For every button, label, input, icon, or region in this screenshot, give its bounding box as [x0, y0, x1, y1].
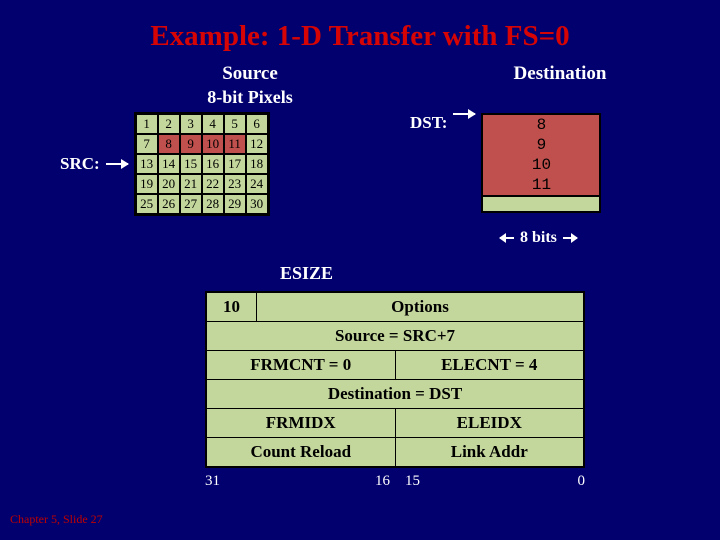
destination-footer-strip: [481, 197, 601, 213]
src-label: SRC:: [60, 154, 100, 174]
register-cell: ELEIDX: [396, 409, 584, 437]
grid-cell: 27: [180, 194, 202, 214]
grid-cell: 22: [202, 174, 224, 194]
source-panel: Source 8-bit Pixels SRC: 123456789101112…: [60, 63, 380, 216]
grid-cell: 29: [224, 194, 246, 214]
grid-cell: 14: [158, 154, 180, 174]
grid-cell: 16: [202, 154, 224, 174]
bits-width-text: 8 bits: [520, 229, 557, 247]
source-subheading: 8-bit Pixels: [120, 87, 380, 108]
source-grid: 1234567891011121314151617181920212223242…: [134, 112, 270, 216]
register-table: 10OptionsSource = SRC+7FRMCNT = 0ELECNT …: [205, 291, 585, 468]
register-cell: Destination = DST: [207, 380, 583, 408]
grid-cell: 6: [246, 114, 268, 134]
register-cell: FRMIDX: [207, 409, 396, 437]
grid-cell: 1: [136, 114, 158, 134]
dst-label: DST:: [410, 113, 447, 133]
page-title: Example: 1-D Transfer with FS=0: [0, 0, 720, 53]
dst-cell: 10: [483, 155, 599, 175]
grid-cell: 11: [224, 134, 246, 154]
register-cell: Options: [257, 293, 583, 321]
register-cell: ELECNT = 4: [396, 351, 584, 379]
slide-footer: Chapter 5, Slide 27: [10, 512, 103, 527]
register-cell: FRMCNT = 0: [207, 351, 396, 379]
bits-width-label: 8 bits: [500, 229, 577, 247]
destination-panel: Destination DST: 891011: [410, 63, 690, 213]
grid-cell: 18: [246, 154, 268, 174]
grid-cell: 25: [136, 194, 158, 214]
grid-cell: 12: [246, 134, 268, 154]
register-cell: Source = SRC+7: [207, 322, 583, 350]
grid-cell: 26: [158, 194, 180, 214]
grid-cell: 9: [180, 134, 202, 154]
grid-cell: 21: [180, 174, 202, 194]
grid-cell: 8: [158, 134, 180, 154]
grid-cell: 28: [202, 194, 224, 214]
dst-cell: 8: [483, 115, 599, 135]
grid-cell: 19: [136, 174, 158, 194]
grid-cell: 24: [246, 174, 268, 194]
grid-cell: 30: [246, 194, 268, 214]
grid-cell: 20: [158, 174, 180, 194]
source-heading: Source: [120, 63, 380, 85]
grid-cell: 3: [180, 114, 202, 134]
esize-label: ESIZE: [280, 263, 333, 284]
grid-cell: 2: [158, 114, 180, 134]
register-cell: 10: [207, 293, 257, 321]
grid-cell: 5: [224, 114, 246, 134]
grid-cell: 10: [202, 134, 224, 154]
register-cell: Count Reload: [207, 438, 396, 466]
dst-cell: 9: [483, 135, 599, 155]
grid-cell: 13: [136, 154, 158, 174]
grid-cell: 7: [136, 134, 158, 154]
dst-cell: 11: [483, 175, 599, 195]
destination-heading: Destination: [450, 63, 670, 85]
destination-column: 891011: [481, 113, 601, 213]
grid-cell: 15: [180, 154, 202, 174]
grid-cell: 23: [224, 174, 246, 194]
bitnum: 15: [405, 473, 420, 490]
bitnum: 0: [578, 473, 586, 490]
arrow-right-icon: [106, 163, 128, 165]
arrow-right-icon: [563, 237, 577, 239]
bitnum: 31: [205, 473, 220, 490]
grid-cell: 17: [224, 154, 246, 174]
bitnum: 16: [375, 473, 390, 490]
register-cell: Link Addr: [396, 438, 584, 466]
arrow-left-icon: [500, 237, 514, 239]
arrow-right-icon: [453, 113, 475, 115]
content-area: Source 8-bit Pixels SRC: 123456789101112…: [0, 53, 720, 533]
grid-cell: 4: [202, 114, 224, 134]
